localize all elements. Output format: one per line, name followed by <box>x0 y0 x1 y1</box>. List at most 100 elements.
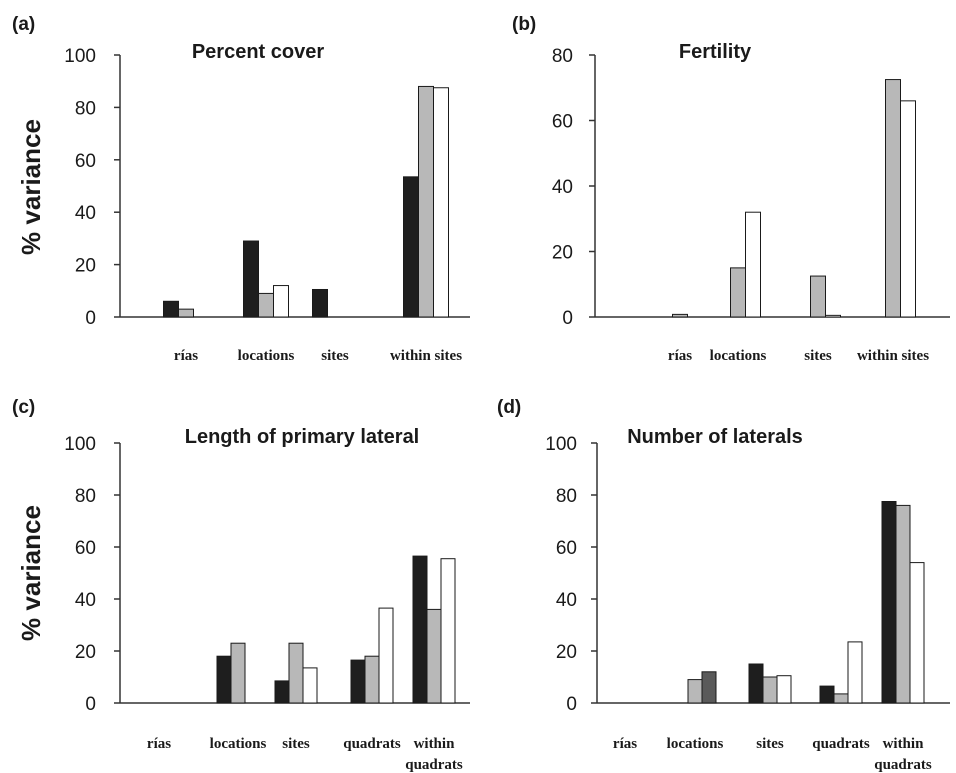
bar <box>672 313 688 318</box>
bar <box>350 659 366 704</box>
category-label-line: quadrats <box>812 736 870 752</box>
bar <box>243 240 259 318</box>
y-tick-label: 0 <box>566 694 577 715</box>
category-label: locations <box>210 736 267 752</box>
bar <box>178 308 194 318</box>
category-label-line: quadrats <box>405 757 463 773</box>
category-label: locations <box>667 736 724 752</box>
bar <box>847 641 863 704</box>
y-tick-label: 60 <box>556 538 577 559</box>
chart-panel-b: (b) Fertility 0 20 40 60 80 rías locations sites w… <box>512 14 950 364</box>
bar <box>810 275 826 318</box>
chart-panel-d: (d) Number of laterals 0 20 40 60 80 100 rías loc… <box>497 397 950 773</box>
y-tick-label: 20 <box>75 642 96 663</box>
category-label-line: sites <box>321 348 349 364</box>
category-label-line: rías <box>147 736 171 752</box>
bar <box>426 608 442 704</box>
bar <box>364 655 380 704</box>
category-label: quadrats <box>812 736 870 752</box>
category-label-line: within sites <box>857 348 929 364</box>
category-label: within quadrats <box>874 736 932 773</box>
bar <box>412 555 428 704</box>
y-axis-label: % variance <box>16 505 46 641</box>
chart-title: Fertility <box>679 41 752 63</box>
y-axis-label: % variance <box>16 119 46 255</box>
category-label-line: quadrats <box>874 757 932 773</box>
bar <box>433 87 449 318</box>
bar <box>909 562 925 704</box>
bar <box>216 655 232 704</box>
y-tick-label: 0 <box>85 308 96 329</box>
bar <box>440 558 456 704</box>
chart-title: Length of primary lateral <box>185 426 420 448</box>
category-label: quadrats <box>343 736 401 752</box>
bar <box>833 693 849 704</box>
bar <box>819 685 835 704</box>
bar <box>900 100 916 318</box>
category-label: rías <box>613 736 637 752</box>
panel-label: (d) <box>497 397 521 418</box>
bar <box>748 663 764 704</box>
category-label-line: quadrats <box>343 736 401 752</box>
category-label: rías <box>174 348 198 364</box>
bar <box>288 642 304 704</box>
chart-title: Percent cover <box>192 41 325 63</box>
category-label-line: within sites <box>390 348 462 364</box>
category-label-line: locations <box>238 348 295 364</box>
bar <box>687 679 703 704</box>
bar <box>418 85 434 318</box>
category-label-line: sites <box>804 348 832 364</box>
chart-panel-a: (a) Percent cover % variance 0 20 40 60 80 100 rí… <box>12 14 470 364</box>
category-label: sites <box>282 736 310 752</box>
bar <box>762 676 778 704</box>
chart-panel-c: (c) Length of primary lateral % variance 0 2… <box>12 397 470 773</box>
bar <box>230 642 246 704</box>
bar <box>701 671 717 704</box>
panel-label: (a) <box>12 14 35 35</box>
bar <box>776 675 792 704</box>
y-tick-label: 20 <box>75 256 96 277</box>
category-label-line: within <box>883 736 925 752</box>
bar <box>163 300 179 318</box>
category-label-line: sites <box>282 736 310 752</box>
y-tick-label: 20 <box>552 243 573 264</box>
category-label-line: within <box>414 736 456 752</box>
category-label-line: locations <box>710 348 767 364</box>
category-label: sites <box>756 736 784 752</box>
category-label-line: locations <box>210 736 267 752</box>
bar <box>274 680 290 704</box>
category-label-line: locations <box>667 736 724 752</box>
bar <box>881 501 897 704</box>
category-label: within sites <box>390 348 462 364</box>
panel-label: (c) <box>12 397 35 418</box>
panel-label: (b) <box>512 14 536 35</box>
y-tick-label: 100 <box>64 46 96 67</box>
category-label: sites <box>804 348 832 364</box>
y-tick-label: 40 <box>75 590 96 611</box>
bar <box>825 314 841 318</box>
y-tick-label: 60 <box>75 151 96 172</box>
y-tick-label: 60 <box>552 112 573 133</box>
bar <box>258 292 274 318</box>
y-tick-label: 80 <box>75 486 96 507</box>
bar <box>730 267 746 318</box>
category-label: rías <box>147 736 171 752</box>
y-tick-label: 100 <box>64 434 96 455</box>
category-label-line: rías <box>613 736 637 752</box>
category-label-line: rías <box>174 348 198 364</box>
bar <box>302 667 318 704</box>
y-tick-label: 80 <box>75 98 96 119</box>
y-tick-label: 0 <box>562 308 573 329</box>
category-label: rías <box>668 348 692 364</box>
category-label: sites <box>321 348 349 364</box>
category-label: locations <box>238 348 295 364</box>
y-tick-label: 0 <box>85 694 96 715</box>
bar <box>273 285 289 318</box>
bar <box>745 211 761 318</box>
y-tick-label: 40 <box>556 590 577 611</box>
bar <box>403 176 419 318</box>
category-label-line: sites <box>756 736 784 752</box>
bar <box>312 288 328 318</box>
y-tick-label: 60 <box>75 538 96 559</box>
y-tick-label: 100 <box>545 434 577 455</box>
